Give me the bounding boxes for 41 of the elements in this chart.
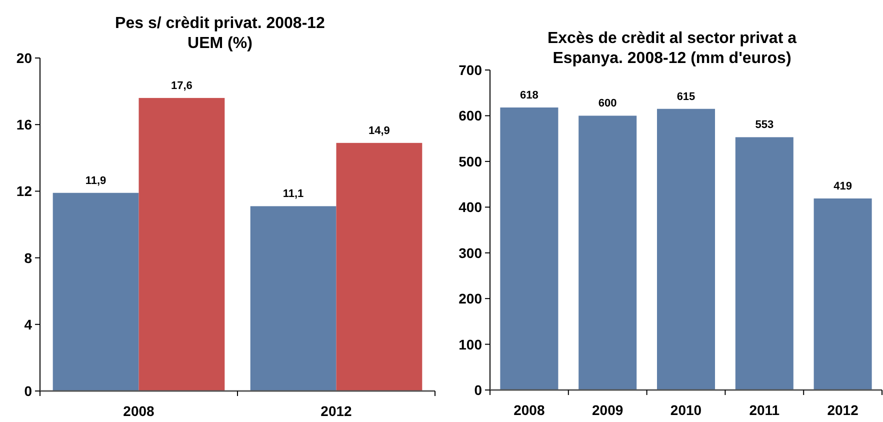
y-tick-label: 200 bbox=[458, 290, 482, 307]
y-tick-label: 0 bbox=[24, 383, 32, 399]
y-tick-label: 0 bbox=[474, 382, 482, 398]
data-label: 600 bbox=[598, 98, 617, 110]
y-tick-label: 20 bbox=[16, 50, 32, 66]
data-label: 615 bbox=[676, 90, 696, 103]
bar bbox=[735, 137, 794, 390]
chart-title: Pes s/ crèdit privat. 2008-12 UEM (%) bbox=[115, 15, 326, 52]
x-tick-label: 2012 bbox=[827, 402, 859, 418]
x-tick-label: 2008 bbox=[123, 403, 155, 419]
chart-title: Excès de crèdit al sector privat a Espanya. 2008-12 (mm d'euros) bbox=[547, 30, 797, 67]
y-tick-label: 500 bbox=[458, 153, 482, 170]
bar bbox=[52, 192, 139, 391]
data-label: 14,9 bbox=[368, 124, 390, 137]
data-label: 17,6 bbox=[170, 80, 192, 92]
y-tick-label: 16 bbox=[16, 116, 32, 133]
bar bbox=[578, 116, 637, 390]
y-tick-label: 4 bbox=[24, 316, 32, 332]
bar bbox=[138, 98, 225, 391]
y-tick-label: 400 bbox=[458, 199, 482, 216]
x-tick-label: 2010 bbox=[670, 402, 702, 418]
bar bbox=[250, 206, 336, 391]
bar bbox=[336, 142, 422, 391]
bar bbox=[656, 108, 716, 390]
y-tick-label: 100 bbox=[458, 336, 482, 352]
y-tick-label: 8 bbox=[24, 250, 32, 266]
data-label: 419 bbox=[834, 180, 852, 192]
x-tick-label: 2011 bbox=[749, 402, 780, 418]
data-label: 11,1 bbox=[282, 188, 304, 200]
data-label: 553 bbox=[755, 119, 774, 132]
x-tick-label: 2009 bbox=[592, 402, 624, 418]
data-label: 11,9 bbox=[85, 174, 106, 187]
data-label: 618 bbox=[520, 89, 538, 102]
x-tick-label: 2012 bbox=[320, 403, 352, 419]
y-tick-label: 600 bbox=[458, 108, 482, 124]
x-tick-label: 2008 bbox=[514, 402, 545, 418]
bar bbox=[500, 107, 558, 390]
bar bbox=[814, 198, 872, 390]
y-tick-label: 12 bbox=[16, 183, 32, 200]
y-tick-label: 300 bbox=[458, 244, 482, 261]
y-tick-label: 700 bbox=[458, 62, 482, 78]
